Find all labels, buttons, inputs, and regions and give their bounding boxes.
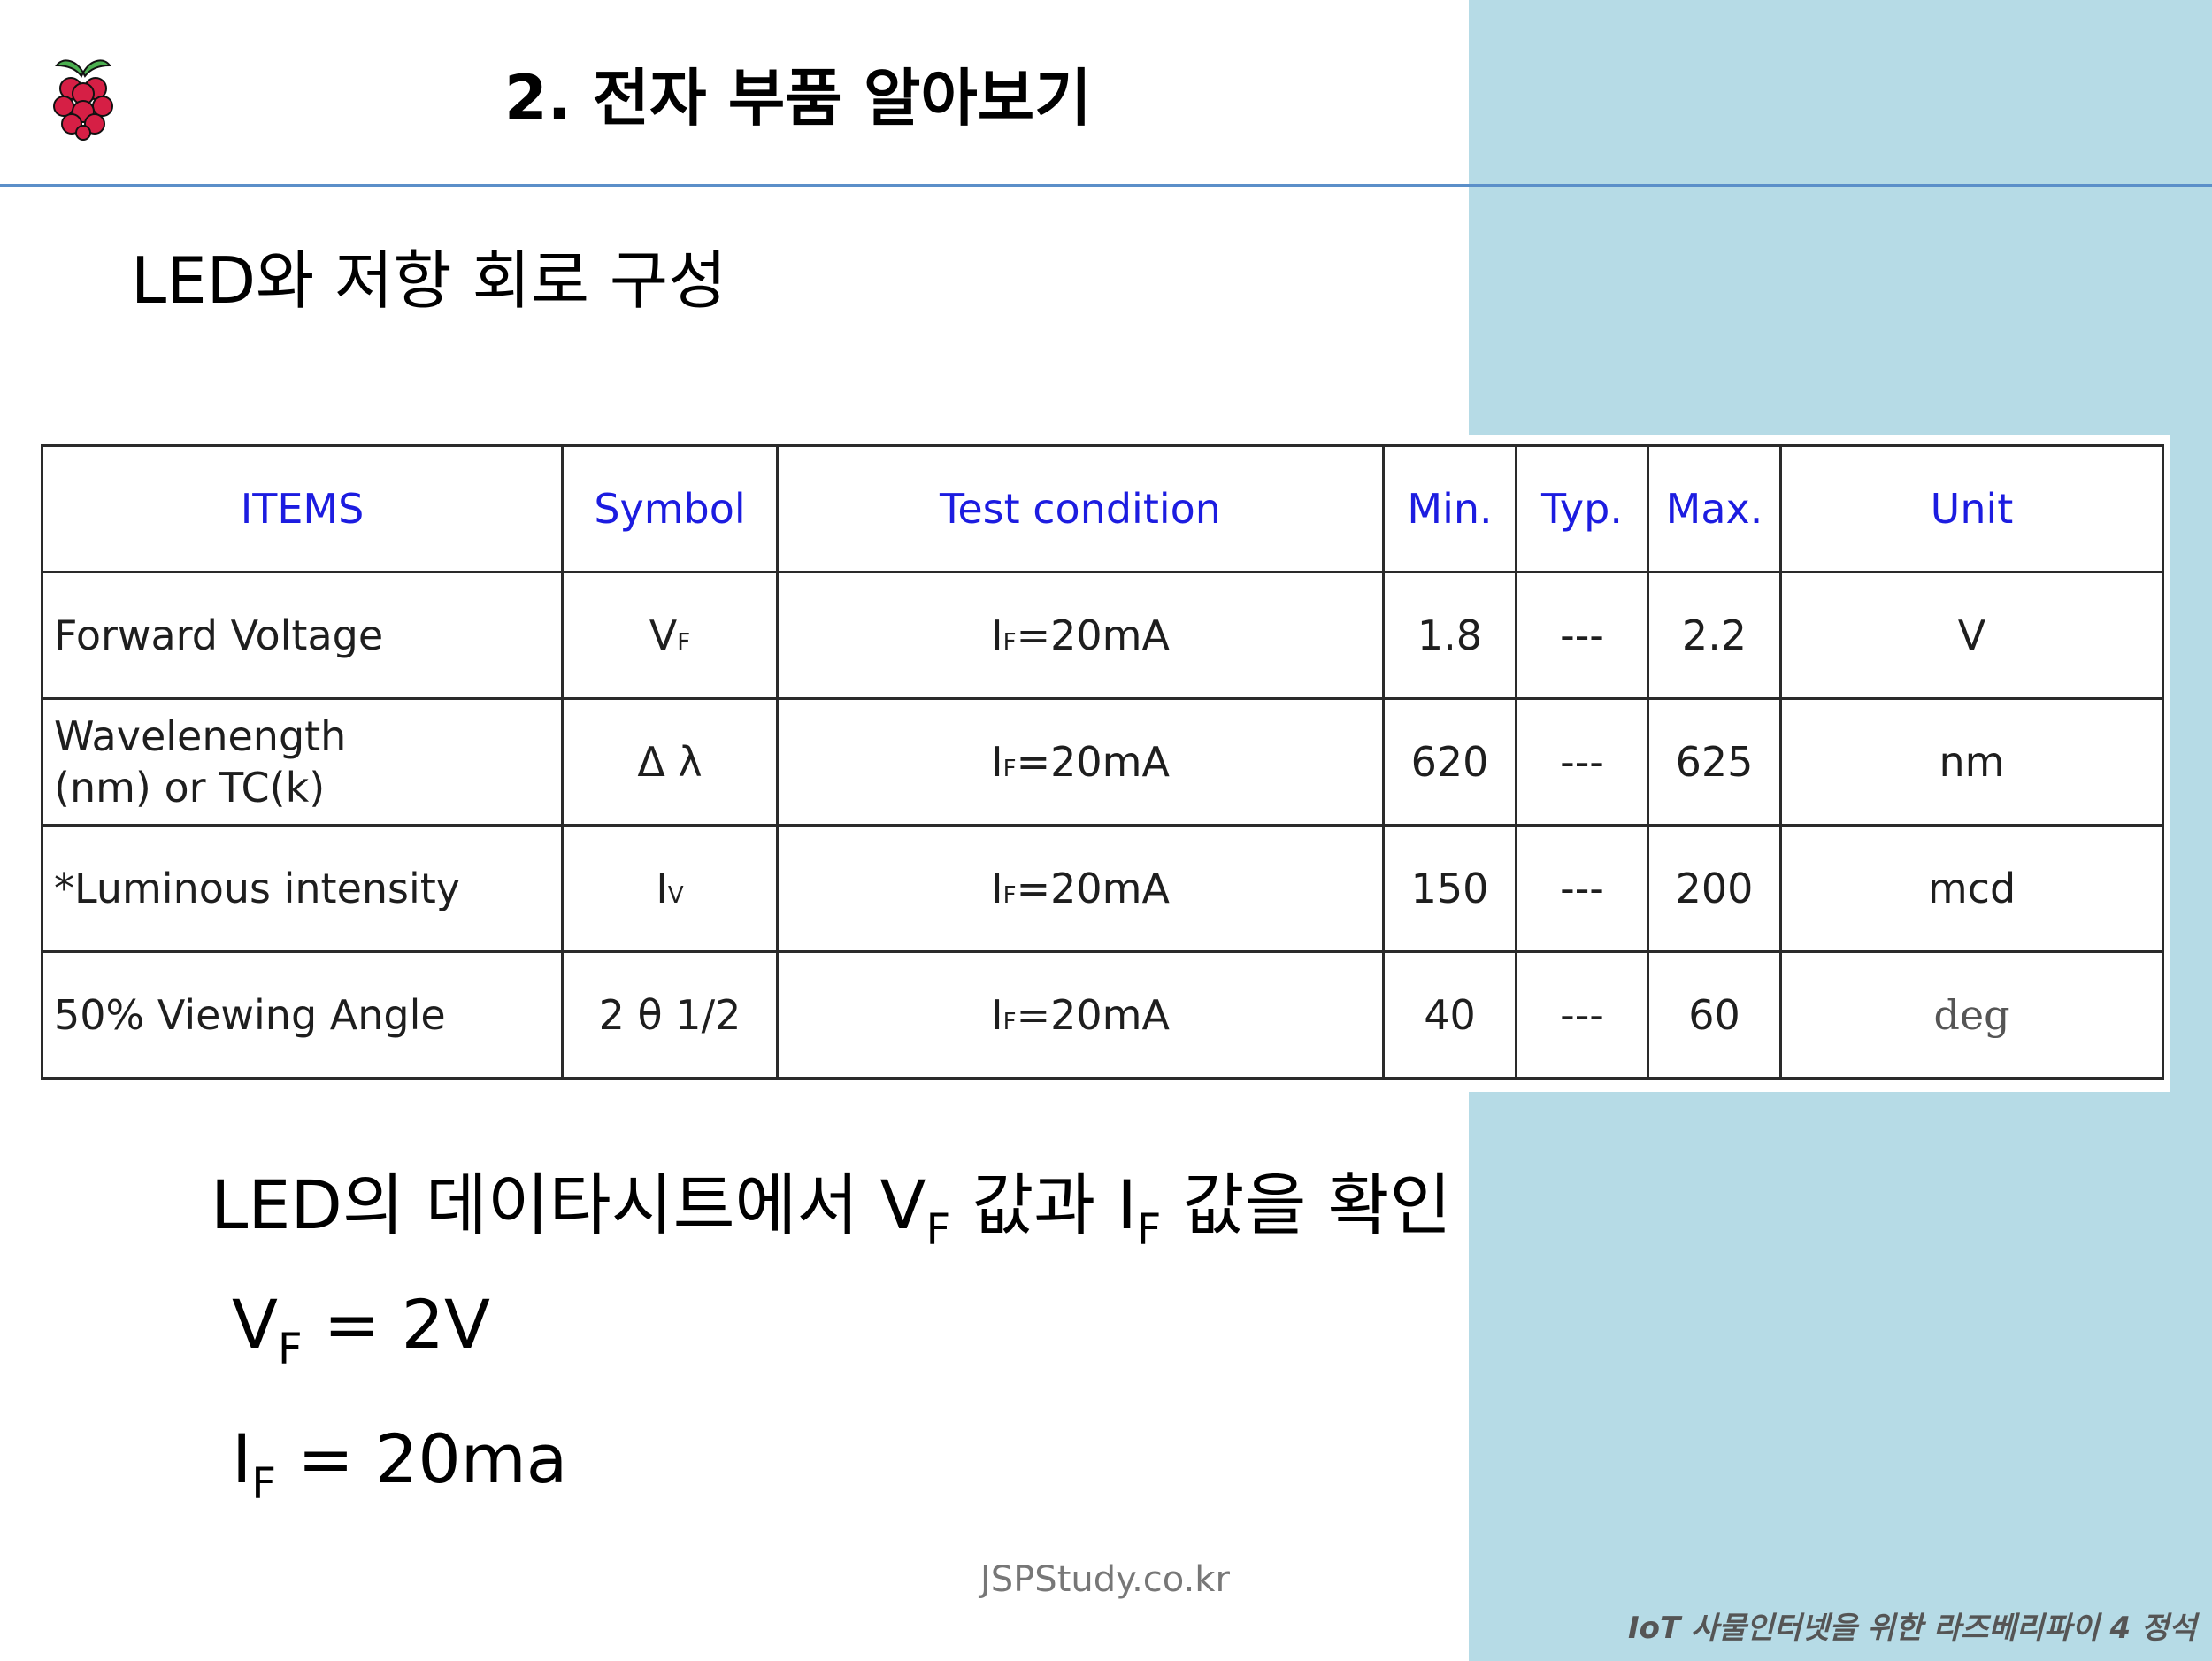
note-text-a: LED의 데이타시트에서 V bbox=[211, 1165, 926, 1244]
cond-sub: F bbox=[1002, 756, 1017, 782]
cell-symbol: VF bbox=[561, 571, 779, 700]
cond-main: I bbox=[991, 991, 1003, 1039]
table-row: *Luminous intensity IV IF=20mA 150 --- 2… bbox=[41, 824, 2164, 953]
cell-min: 620 bbox=[1382, 697, 1517, 827]
if-main: I bbox=[232, 1419, 252, 1498]
symbol-sub: V bbox=[667, 882, 684, 909]
datasheet-table-container: ITEMS Symbol Test condition Min. Typ. Ma… bbox=[32, 435, 2170, 1092]
cond-main: I bbox=[991, 738, 1003, 786]
if-sub: F bbox=[251, 1459, 277, 1509]
table-row: Wavelenength (nm) or TC(k) Δ λ IF=20mA 62… bbox=[41, 697, 2164, 827]
table-header-row: ITEMS Symbol Test condition Min. Typ. Ma… bbox=[41, 444, 2164, 573]
symbol-main: I bbox=[656, 865, 668, 912]
header-divider bbox=[0, 184, 2212, 187]
cell-item: 50% Viewing Angle bbox=[41, 950, 564, 1080]
cell-max: 200 bbox=[1647, 824, 1782, 953]
cond-main: I bbox=[991, 865, 1003, 912]
cell-min: 1.8 bbox=[1382, 571, 1517, 700]
cell-max: 2.2 bbox=[1647, 571, 1782, 700]
header-max: Max. bbox=[1647, 444, 1782, 573]
cell-condition: IF=20mA bbox=[776, 697, 1385, 827]
cond-rest: =20mA bbox=[1016, 865, 1170, 912]
cell-min: 150 bbox=[1382, 824, 1517, 953]
vf-sub: F bbox=[278, 1325, 303, 1374]
cell-condition: IF=20mA bbox=[776, 824, 1385, 953]
vf-value: VF = 2V bbox=[232, 1285, 490, 1374]
header-items: ITEMS bbox=[41, 444, 564, 573]
note-sub-2: F bbox=[1136, 1205, 1162, 1255]
cell-typ: --- bbox=[1515, 824, 1649, 953]
header-min: Min. bbox=[1382, 444, 1517, 573]
led-datasheet-table: ITEMS Symbol Test condition Min. Typ. Ma… bbox=[41, 444, 2164, 1080]
cell-unit: deg bbox=[1779, 950, 2164, 1080]
cond-sub: F bbox=[1002, 882, 1017, 909]
note-text-b: 값과 I bbox=[950, 1165, 1137, 1244]
slide-subtitle: LED와 저항 회로 구성 bbox=[131, 243, 727, 318]
note-text-c: 값을 확인 bbox=[1161, 1165, 1452, 1244]
table-row: 50% Viewing Angle 2 θ 1/2 IF=20mA 40 ---… bbox=[41, 950, 2164, 1080]
cell-typ: --- bbox=[1515, 697, 1649, 827]
cell-item: Wavelenength (nm) or TC(k) bbox=[41, 697, 564, 827]
datasheet-note: LED의 데이타시트에서 VF 값과 IF 값을 확인 bbox=[211, 1150, 1452, 1255]
cell-condition: IF=20mA bbox=[776, 571, 1385, 700]
if-value: IF = 20ma bbox=[232, 1419, 568, 1509]
cell-item: Forward Voltage bbox=[41, 571, 564, 700]
if-rest: = 20ma bbox=[276, 1419, 568, 1498]
cell-unit: V bbox=[1779, 571, 2164, 700]
symbol-sub: F bbox=[677, 629, 691, 656]
cell-unit: nm bbox=[1779, 697, 2164, 827]
header-unit: Unit bbox=[1779, 444, 2164, 573]
cell-item: *Luminous intensity bbox=[41, 824, 564, 953]
footer-website: JSPStudy.co.kr bbox=[980, 1559, 1230, 1600]
header-symbol: Symbol bbox=[561, 444, 779, 573]
slide-title: 2. 전자 부품 알아보기 bbox=[504, 62, 1092, 135]
cell-symbol: Δ λ bbox=[561, 697, 779, 827]
cell-symbol: 2 θ 1/2 bbox=[561, 950, 779, 1080]
header-typ: Typ. bbox=[1515, 444, 1649, 573]
note-sub-1: F bbox=[926, 1205, 951, 1255]
item-line-1: Wavelenength bbox=[54, 712, 347, 760]
footer-book-title: IoT 사물인터넷을 위한 라즈베리파이 4 정석 bbox=[1628, 1611, 2197, 1646]
header-test-condition: Test condition bbox=[776, 444, 1385, 573]
cell-max: 60 bbox=[1647, 950, 1782, 1080]
cond-rest: =20mA bbox=[1016, 738, 1170, 786]
cell-typ: --- bbox=[1515, 950, 1649, 1080]
cell-symbol: IV bbox=[561, 824, 779, 953]
item-line-2: (nm) or TC(k) bbox=[54, 764, 326, 811]
cell-typ: --- bbox=[1515, 571, 1649, 700]
cell-unit: mcd bbox=[1779, 824, 2164, 953]
vf-rest: = 2V bbox=[302, 1285, 490, 1364]
cond-rest: =20mA bbox=[1016, 611, 1170, 659]
cell-condition: IF=20mA bbox=[776, 950, 1385, 1080]
cell-max: 625 bbox=[1647, 697, 1782, 827]
table-row: Forward Voltage VF IF=20mA 1.8 --- 2.2 V bbox=[41, 571, 2164, 700]
raspberry-pi-logo-icon bbox=[53, 59, 113, 141]
symbol-main: V bbox=[649, 611, 678, 659]
cond-rest: =20mA bbox=[1016, 991, 1170, 1039]
cond-sub: F bbox=[1002, 629, 1017, 656]
vf-main: V bbox=[232, 1285, 278, 1364]
cond-main: I bbox=[991, 611, 1003, 659]
cond-sub: F bbox=[1002, 1009, 1017, 1035]
cell-min: 40 bbox=[1382, 950, 1517, 1080]
